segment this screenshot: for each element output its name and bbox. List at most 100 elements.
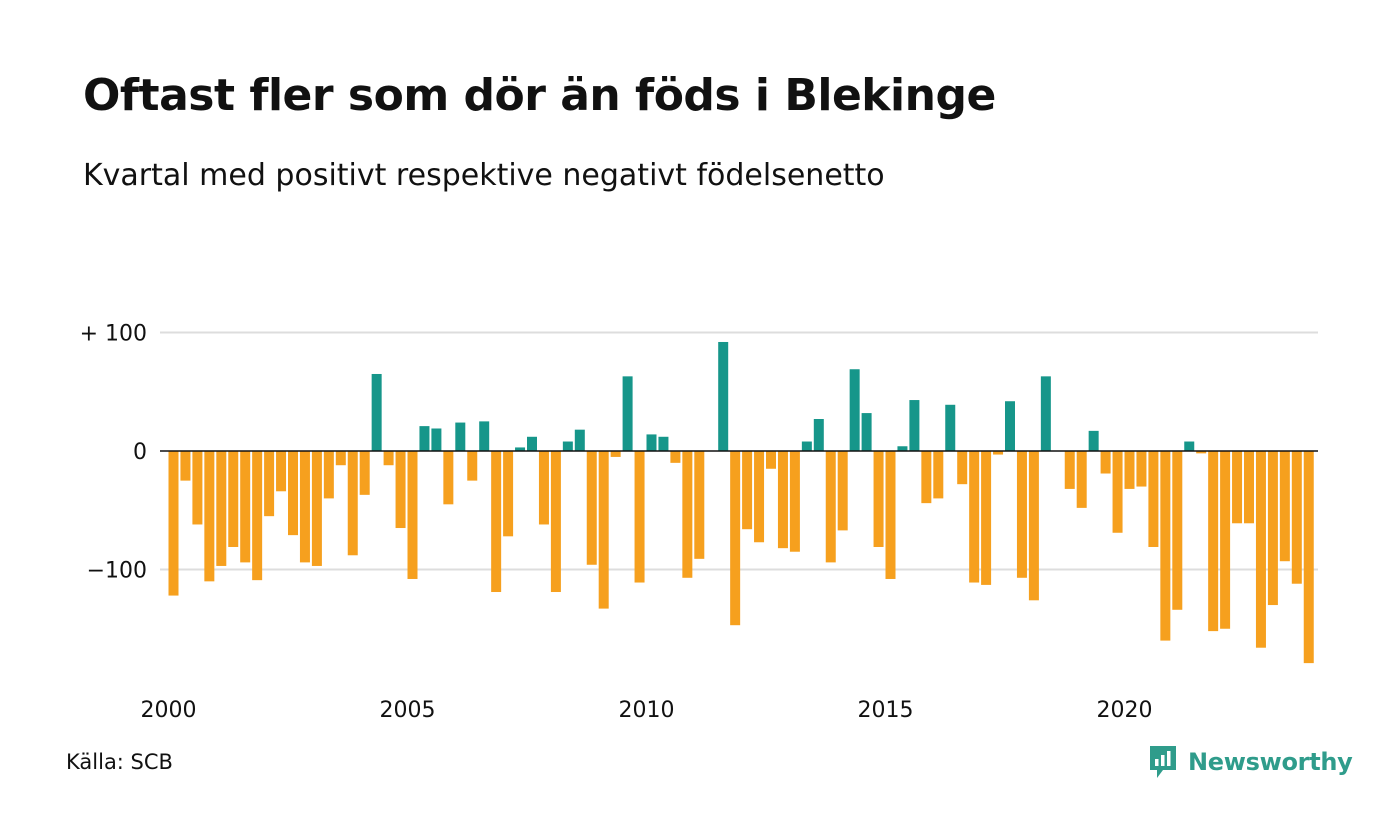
bar: 2009 Q4: -111 [634,451,645,583]
bar: 2023 Q3: -112 [1291,451,1302,584]
bar: 2002 Q1: -55 [264,451,275,517]
bar: 2006 Q1: 24 [455,422,466,451]
bar: 2000 Q2: -25 [180,451,191,481]
bar: 2015 Q4: -44 [921,451,932,504]
bar: 2005 Q2: 21 [419,426,430,451]
bar: 2013 Q1: -85 [789,451,800,552]
bar: 2004 Q4: -65 [395,451,406,529]
bar: 2011 Q3: 92 [718,341,729,451]
bar: 2015 Q1: -108 [885,451,896,579]
bar: 2008 Q3: 18 [574,429,585,451]
bar: 2021 Q3: -2 [1196,451,1207,454]
bar: 2020 Q2: -30 [1136,451,1147,487]
bar: 2017 Q4: -107 [1016,451,1027,578]
bar: 2023 Q2: -93 [1279,451,1290,562]
bar: 2008 Q1: -119 [550,451,561,593]
x-tick-label: 2020 [1097,698,1153,723]
bar: 2002 Q3: -71 [288,451,298,536]
bar: 2021 Q2: 8 [1184,441,1195,451]
bar: 2014 Q3: 32 [861,413,872,451]
bar: 2019 Q4: -69 [1112,451,1123,533]
bar: 2001 Q3: -94 [240,451,251,563]
bar: 2020 Q4: -160 [1160,451,1171,641]
bar: 2009 Q3: 63 [622,376,633,451]
bar: 2019 Q1: -48 [1076,451,1087,508]
bar: 2003 Q3: -12 [335,451,346,466]
y-tick-label: 0 [133,440,147,465]
bar: 2017 Q1: -113 [981,451,992,585]
bar: 2001 Q1: -97 [216,451,227,566]
bar: 2009 Q2: -5 [610,451,621,457]
bar: 2018 Q1: -126 [1028,451,1039,601]
bar: 2005 Q4: -45 [443,451,454,505]
bar: 2018 Q4: -32 [1064,451,1075,489]
bar: 2003 Q2: -40 [323,451,334,499]
bar: 2013 Q2: 8 [801,441,812,451]
bar: 2002 Q2: -34 [276,451,287,492]
x-tick-label: 2015 [858,698,914,723]
chart-subtitle: Kvartal med positivt respektive negativt… [83,158,885,193]
y-tick-label: + 100 [80,322,147,347]
bar: 2006 Q2: -25 [467,451,478,481]
bar: 2014 Q4: -81 [873,451,884,547]
bar: 2019 Q2: 17 [1088,430,1099,451]
bar: 2020 Q1: -32 [1124,451,1135,489]
newsworthy-logo-icon [1150,746,1176,778]
bar: 2017 Q3: 42 [1005,401,1015,451]
bar: 2013 Q4: -94 [825,451,836,563]
bar: 2007 Q3: 12 [527,436,537,451]
bar: 2002 Q4: -94 [299,451,310,563]
bar: 2012 Q2: -77 [754,451,765,543]
brand-name: Newsworthy [1188,748,1353,776]
bar: 2012 Q4: -82 [777,451,788,549]
bar: 2023 Q4: -179 [1303,451,1314,664]
bar: 2019 Q3: -19 [1100,451,1111,474]
bar: 2021 Q1: -134 [1172,451,1183,610]
bar: 2004 Q3: -12 [383,451,394,466]
source-note: Källa: SCB [66,750,173,774]
y-tick-label: −100 [87,559,147,584]
bar: 2003 Q1: -97 [311,451,322,566]
bar: 2022 Q2: -61 [1232,451,1243,524]
bar: 2011 Q1: -91 [694,451,705,559]
bar: 2016 Q2: 39 [945,404,956,451]
bar: 2008 Q4: -96 [586,451,597,565]
bar: 2004 Q1: -37 [359,451,370,495]
bar: 2021 Q4: -152 [1208,451,1219,632]
bar: 2008 Q2: 8 [562,441,573,451]
bar: 2000 Q3: -62 [192,451,203,525]
bar: 2016 Q1: -40 [933,451,944,499]
bar: 2023 Q1: -130 [1267,451,1278,606]
bar: 2014 Q1: -67 [837,451,848,531]
bar: 2006 Q4: -119 [491,451,502,593]
bar: 2005 Q3: 19 [431,428,442,451]
bar: 2007 Q4: -62 [538,451,549,525]
bar: 2017 Q2: -3 [993,451,1004,455]
bar-series: 2000 Q1: -1222000 Q2: -252000 Q3: -62200… [168,341,1314,664]
bar: 2004 Q2: 65 [371,373,382,451]
bar: 2015 Q2: 4 [897,446,908,451]
bar: 2010 Q4: -107 [682,451,693,578]
bar: 2018 Q2: 63 [1040,376,1051,451]
bar: 2010 Q2: 12 [658,436,669,451]
x-tick-label: 2000 [141,698,197,723]
bar: 2020 Q3: -81 [1148,451,1159,547]
y-axis-tick-labels: + 100 0 −100 [80,322,147,584]
bar: 2013 Q3: 27 [813,419,824,451]
bar: 2012 Q1: -66 [742,451,753,530]
bar: 2022 Q4: -166 [1255,451,1266,648]
bar: 2012 Q3: -15 [766,451,776,469]
x-tick-label: 2005 [380,698,436,723]
bar: 2009 Q1: -133 [598,451,609,609]
bar: 2014 Q2: 69 [849,369,860,451]
chart-title: Oftast fler som dör än föds i Blekinge [83,70,996,121]
bar: 2007 Q1: -72 [503,451,514,537]
bar: 2010 Q3: -10 [670,451,681,463]
bar: 2001 Q4: -109 [252,451,263,581]
bar: 2022 Q1: -150 [1220,451,1231,629]
bar: 2000 Q4: -110 [204,451,215,582]
bar: 2007 Q2: 3 [515,447,526,451]
bar: 2003 Q4: -88 [347,451,358,556]
newsworthy-brand[interactable]: Newsworthy [1148,744,1353,780]
